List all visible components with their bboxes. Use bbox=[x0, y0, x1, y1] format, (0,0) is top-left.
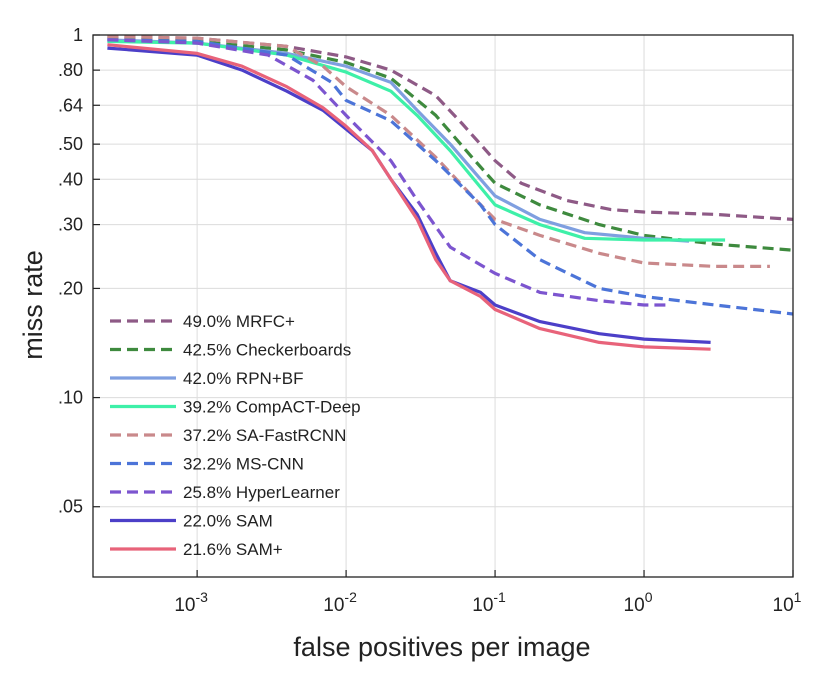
legend-label: 32.2% MS-CNN bbox=[183, 455, 304, 474]
series-line-6 bbox=[107, 38, 794, 316]
y-tick-label: .40 bbox=[58, 169, 83, 189]
legend-label: 25.8% HyperLearner bbox=[183, 483, 340, 502]
legend-label: 42.0% RPN+BF bbox=[183, 369, 303, 388]
series-lines bbox=[107, 35, 794, 351]
series-line-5 bbox=[107, 35, 770, 268]
series-line-3 bbox=[107, 38, 690, 243]
legend-label: 22.0% SAM bbox=[183, 512, 273, 531]
y-tick-label: 1 bbox=[73, 25, 83, 45]
y-tick-label: .10 bbox=[58, 388, 83, 408]
series-line-2 bbox=[107, 36, 794, 252]
x-tick-label: 10-2 bbox=[323, 589, 357, 616]
x-axis-label: false positives per image bbox=[293, 632, 590, 662]
axes-box bbox=[92, 34, 794, 578]
legend-label: 21.6% SAM+ bbox=[183, 540, 283, 559]
series-line-1 bbox=[107, 35, 794, 221]
series-line-7 bbox=[107, 38, 671, 307]
x-tick-label: 101 bbox=[773, 589, 802, 616]
x-tick-label: 100 bbox=[624, 589, 653, 616]
legend: 49.0% MRFC+ 42.5% Checkerboards 42.0% RPN+… bbox=[110, 312, 361, 559]
y-axis-label: miss rate bbox=[18, 250, 48, 360]
series-line-8 bbox=[107, 46, 711, 344]
y-tick-label: .80 bbox=[58, 60, 83, 80]
y-tick-label: .50 bbox=[58, 134, 83, 154]
y-tick-label: .64 bbox=[58, 95, 83, 115]
legend-label: 42.5% Checkerboards bbox=[183, 341, 351, 360]
legend-label: 37.2% SA-FastRCNN bbox=[183, 426, 346, 445]
y-tick-label: .05 bbox=[58, 497, 83, 517]
y-tick-label: .30 bbox=[58, 215, 83, 235]
series-line-9 bbox=[107, 43, 711, 351]
legend-label: 39.2% CompACT-Deep bbox=[183, 398, 361, 417]
axis-ticks: 10-3 10-2 10-1 100 101 1 .80 .64 .50 .40 .30 .20 .10… bbox=[58, 25, 802, 616]
x-tick-label: 10-3 bbox=[174, 589, 208, 616]
y-tick-label: .20 bbox=[58, 278, 83, 298]
x-tick-label: 10-1 bbox=[472, 589, 506, 616]
legend-label: 49.0% MRFC+ bbox=[183, 312, 295, 331]
